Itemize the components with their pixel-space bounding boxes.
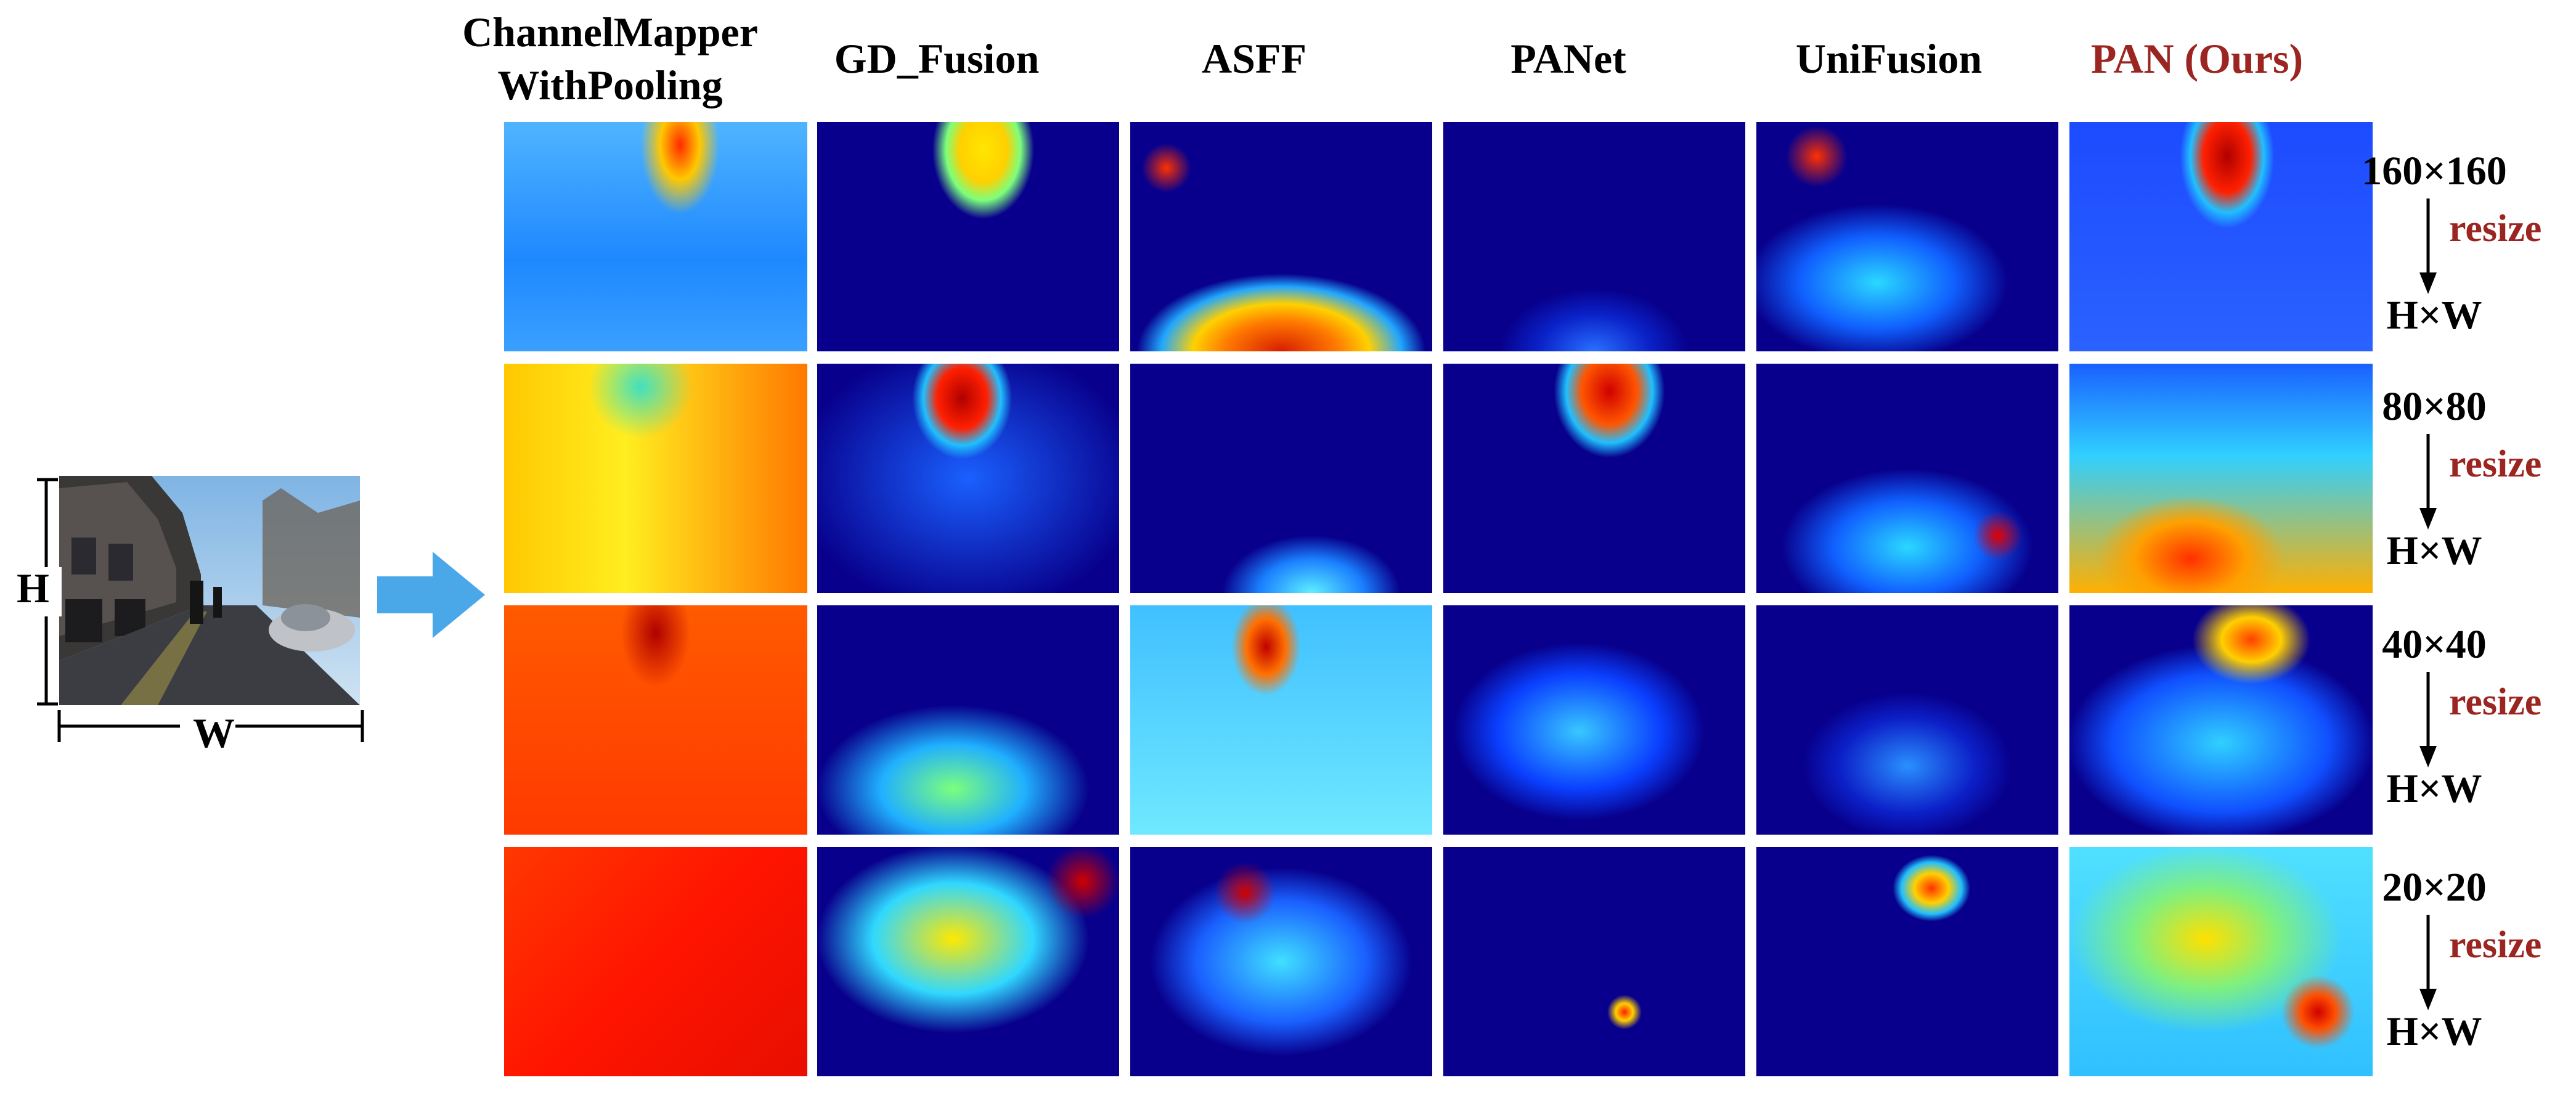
heatmap-asff-20 (1130, 847, 1432, 1076)
heatmap-panet-20 (1443, 847, 1745, 1076)
resize-label: resize (2449, 208, 2542, 250)
column-header-line1: ChannelMapper (462, 9, 758, 55)
target-size-label: H×W (2386, 528, 2482, 573)
heatmap-gd-fusion-160 (817, 122, 1119, 351)
heatmap-pan-ours-20 (2069, 847, 2373, 1076)
resize-label: resize (2449, 924, 2542, 966)
size-label: 80×80 (2382, 384, 2487, 429)
heatmap-channelmapper-20 (504, 847, 807, 1076)
target-size-label: H×W (2386, 766, 2482, 811)
heatmap-asff-80 (1130, 364, 1432, 593)
heatmap-channelmapper-80 (504, 364, 807, 593)
down-arrow-icon (2419, 915, 2437, 1010)
column-header-pan-ours: PAN (Ours) (2043, 0, 2351, 117)
heatmap-unifusion-20 (1756, 847, 2058, 1076)
heatmap-channelmapper-160 (504, 122, 807, 351)
flow-arrow (377, 552, 485, 638)
heatmap-gd-fusion-80 (817, 364, 1119, 593)
column-header-gd-fusion: GD_Fusion (783, 0, 1091, 117)
column-header-label: GD_Fusion (834, 35, 1040, 82)
size-label: 20×20 (2382, 865, 2487, 910)
column-header-label: UniFusion (1795, 35, 1983, 82)
column-header-asff: ASFF (1100, 0, 1408, 117)
column-header-label: PAN (Ours) (2090, 35, 2304, 82)
heatmap-asff-40 (1130, 605, 1432, 835)
column-header-line2: WithPooling (497, 62, 723, 108)
input-street-image (59, 476, 360, 705)
heatmap-asff-160 (1130, 122, 1432, 351)
target-size-label: H×W (2386, 1009, 2482, 1054)
size-label: 40×40 (2382, 622, 2487, 667)
resize-label: resize (2449, 443, 2542, 485)
column-header-panet: PANet (1414, 0, 1722, 117)
heatmap-gd-fusion-20 (817, 847, 1119, 1076)
heatmap-unifusion-160 (1756, 122, 2058, 351)
heatmap-pan-ours-160 (2069, 122, 2373, 351)
column-header-channelmapper: ChannelMapper WithPooling (456, 0, 764, 117)
down-arrow-icon (2419, 434, 2437, 530)
column-header-unifusion: UniFusion (1735, 0, 2043, 117)
down-arrow-icon (2419, 672, 2437, 767)
target-size-label: H×W (2386, 293, 2482, 338)
heatmap-pan-ours-80 (2069, 364, 2373, 593)
heatmap-panet-40 (1443, 605, 1745, 835)
heatmap-panet-160 (1443, 122, 1745, 351)
height-label: H (17, 565, 49, 611)
street-scene-illustration (59, 476, 360, 705)
height-bracket-line (31, 478, 62, 706)
column-header-label: ASFF (1202, 35, 1306, 82)
heatmap-unifusion-80 (1756, 364, 2058, 593)
column-header-label: PANet (1510, 35, 1626, 82)
width-label: W (193, 710, 235, 756)
size-label: 160×160 (2362, 149, 2507, 194)
heatmap-panet-80 (1443, 364, 1745, 593)
heatmap-pan-ours-40 (2069, 605, 2373, 835)
heatmap-channelmapper-40 (504, 605, 807, 835)
heatmap-gd-fusion-40 (817, 605, 1119, 835)
heatmap-unifusion-40 (1756, 605, 2058, 835)
down-arrow-icon (2419, 198, 2437, 294)
resize-label: resize (2449, 681, 2542, 723)
width-bracket-line (57, 708, 364, 745)
